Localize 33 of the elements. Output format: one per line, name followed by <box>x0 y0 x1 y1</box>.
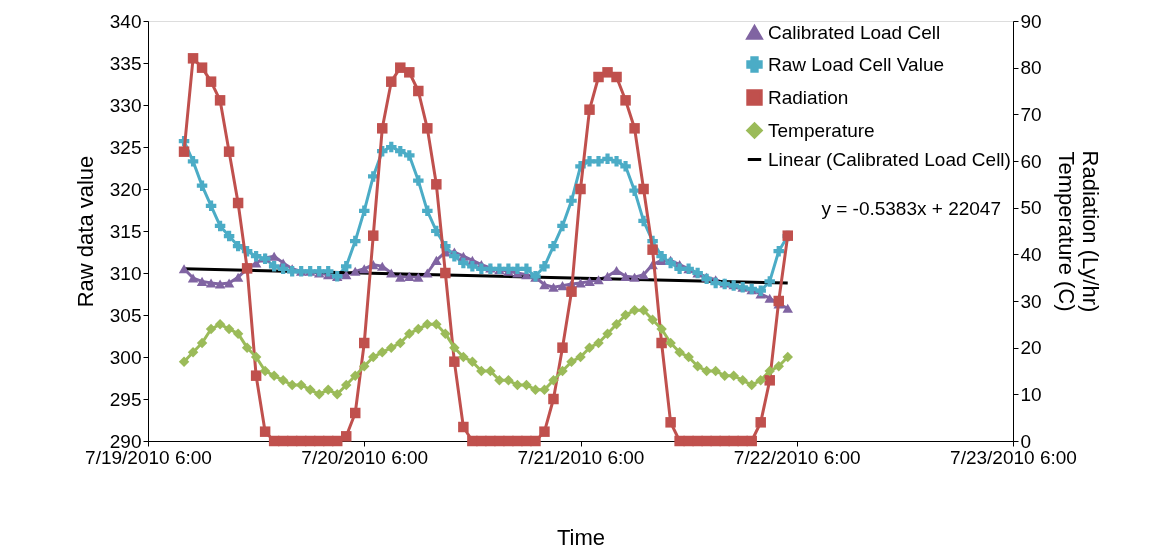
y2-tick-label: 90 <box>1020 10 1042 32</box>
y-tick-label: 340 <box>109 10 142 32</box>
y-tick-label: 330 <box>109 94 142 116</box>
annotation: y = -0.5383x + 22047 <box>821 198 1001 219</box>
legend-label: Radiation <box>768 86 849 108</box>
x-tick-label: 7/20/2010 6:00 <box>301 446 429 468</box>
x-tick-label: 7/21/2010 6:00 <box>517 446 645 468</box>
y2-tick-label: 20 <box>1020 337 1042 359</box>
y2-tick-label: 40 <box>1020 243 1042 265</box>
legend-label: Linear (Calibrated Load Cell) <box>768 148 1011 170</box>
y2-tick-label: 0 <box>1020 430 1032 452</box>
y2-tick-label: 50 <box>1020 197 1042 219</box>
y2-tick-label: 30 <box>1020 290 1042 312</box>
y2-tick-label: 60 <box>1020 150 1042 172</box>
y-tick-label: 310 <box>109 262 142 284</box>
legend-label: Calibrated Load Cell <box>768 21 941 43</box>
y-tick-label: 335 <box>109 52 142 74</box>
x-tick-label: 7/22/2010 6:00 <box>733 446 861 468</box>
legend-label: Temperature <box>768 119 875 141</box>
y2-tick-label: 10 <box>1020 383 1042 405</box>
y-axis-title: Raw data value <box>72 155 98 308</box>
y-tick-label: 300 <box>109 346 142 368</box>
x-axis-title: Time <box>556 524 606 550</box>
y-tick-label: 290 <box>109 430 142 452</box>
y-tick-label: 305 <box>109 304 142 326</box>
y2-tick-label: 70 <box>1020 103 1042 125</box>
y2-axis-title: Radiation (Ly/hr) Temperature (C) <box>1053 150 1103 313</box>
legend-label: Raw Load Cell Value <box>768 53 945 75</box>
y-tick-label: 325 <box>109 136 142 158</box>
y-tick-label: 315 <box>109 220 142 242</box>
y-tick-label: 295 <box>109 388 142 410</box>
y-tick-label: 320 <box>109 178 142 200</box>
y2-tick-label: 80 <box>1020 57 1042 79</box>
